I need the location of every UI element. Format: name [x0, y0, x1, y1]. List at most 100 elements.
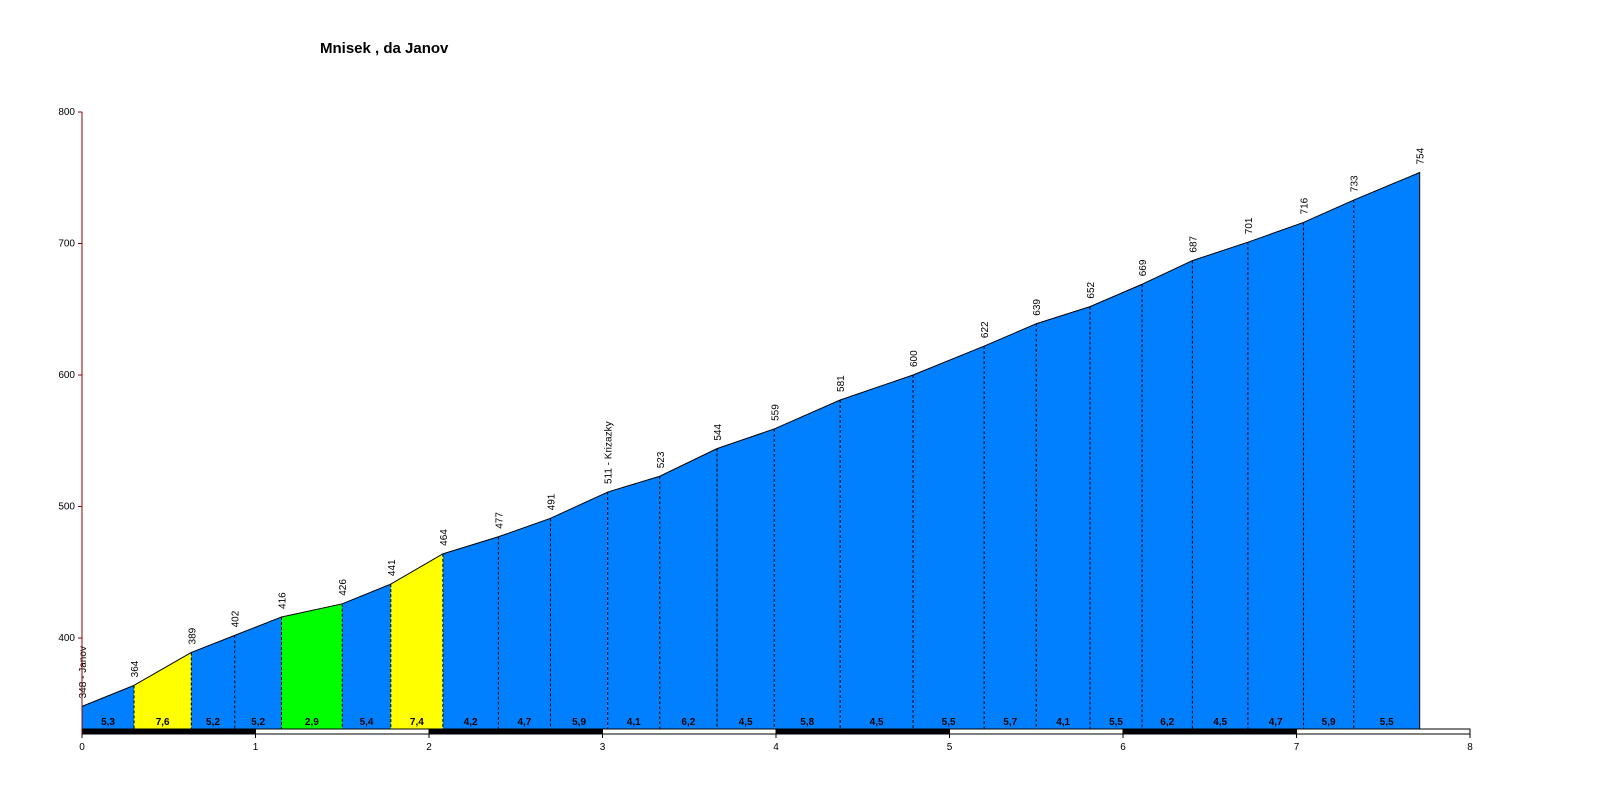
elevation-label: 491 [546, 493, 557, 510]
elevation-label: 639 [1032, 299, 1043, 316]
elevation-label: 652 [1086, 281, 1097, 298]
km-bar-cell [602, 728, 777, 735]
x-tick-label: 4 [773, 742, 779, 753]
elevation-label: 416 [278, 592, 289, 609]
gradient-label: 5,9 [572, 717, 586, 728]
elevation-label: 716 [1299, 197, 1310, 214]
y-tick-label: 800 [58, 107, 75, 118]
profile-segment [913, 346, 985, 729]
profile-segment [82, 685, 135, 729]
km-bar-cell [428, 728, 603, 735]
profile-outline [81, 171, 1421, 729]
x-tick-label: 5 [947, 742, 953, 753]
km-bar-cell [949, 728, 1124, 735]
km-bar-cell [255, 728, 430, 735]
gradient-label: 2,9 [305, 717, 319, 728]
gradient-label: 7,6 [156, 717, 170, 728]
profile-fill-segments [82, 172, 1420, 730]
gradient-label: 4,1 [627, 717, 641, 728]
gradient-label: 5,5 [1380, 717, 1394, 728]
gradient-label: 5,8 [800, 717, 814, 728]
gradient-label: 4,7 [1269, 717, 1283, 728]
elevation-label: 622 [980, 321, 991, 338]
elevation-label: 464 [439, 529, 450, 546]
x-tick-label: 6 [1120, 742, 1126, 753]
gradient-label: 5,3 [101, 717, 115, 728]
km-bar-cell [775, 728, 950, 735]
profile-segment [134, 652, 192, 729]
y-tick-label: 400 [58, 633, 75, 644]
profile-segment [1142, 260, 1193, 729]
x-tick-label: 1 [253, 742, 259, 753]
elevation-label: 687 [1188, 235, 1199, 252]
x-tick-label: 0 [79, 742, 85, 753]
profile-segment [1247, 222, 1304, 729]
elevation-label: 600 [909, 350, 920, 367]
elevation-label: 544 [713, 424, 724, 441]
km-bar [81, 728, 1471, 735]
km-bar-cell [1296, 728, 1471, 735]
gradient-label: 5,7 [1003, 717, 1017, 728]
elevation-label: 477 [494, 512, 505, 529]
elevation-label: 389 [187, 627, 198, 644]
profile-segment [1090, 284, 1143, 729]
y-tick-label: 700 [58, 239, 75, 250]
axes: 400 500 600 700 800 0 1 2 3 4 5 6 7 8 [58, 107, 1473, 753]
gradient-label: 7,4 [410, 717, 424, 728]
y-tick-label: 600 [58, 370, 75, 381]
gradient-label: 4,5 [1213, 717, 1227, 728]
y-tick-label: 500 [58, 502, 75, 513]
segment-dividers [133, 200, 1355, 729]
elevation-label: 669 [1138, 259, 1149, 276]
elevation-label: 701 [1244, 217, 1255, 234]
elevation-label: 754 [1416, 147, 1427, 164]
elevation-label: 733 [1350, 175, 1361, 192]
gradient-label: 6,2 [1160, 717, 1174, 728]
gradient-labels: 5,3 7,6 5,2 5,2 2,9 5,4 7,4 4,2 4,7 5,9 4,1 6,2 4,5 5… [101, 717, 1394, 728]
elevation-label: 511 - Krizazky [604, 421, 615, 484]
profile-segment [1192, 242, 1248, 729]
profile-segment [550, 492, 608, 729]
gradient-label: 4,1 [1056, 717, 1070, 728]
x-tick-label: 2 [426, 742, 432, 753]
gradient-label: 5,4 [360, 717, 374, 728]
profile-segment [234, 616, 282, 729]
x-tick-label: 8 [1467, 742, 1473, 753]
elevation-label: 348 - Janov [78, 646, 89, 698]
km-bar-cell [81, 728, 256, 735]
profile-segment [1353, 172, 1420, 730]
profile-segment [717, 428, 775, 729]
profile-segment [1303, 200, 1354, 730]
profile-segment [984, 323, 1037, 729]
profile-segment [659, 448, 718, 729]
elevation-label: 402 [231, 610, 242, 627]
gradient-label: 4,5 [739, 717, 753, 728]
profile-segment [774, 399, 841, 729]
gradient-label: 4,7 [517, 717, 531, 728]
x-tick-label: 7 [1294, 742, 1300, 753]
gradient-label: 5,2 [251, 717, 265, 728]
profile-segment [498, 518, 551, 729]
profile-segment [191, 635, 235, 729]
elevation-label: 364 [130, 660, 141, 677]
profile-segment [442, 536, 499, 729]
gradient-label: 5,9 [1322, 717, 1336, 728]
profile-segment [607, 476, 660, 729]
elevation-label: 559 [770, 404, 781, 421]
gradient-label: 5,5 [1109, 717, 1123, 728]
km-bar-cell [1122, 728, 1297, 735]
gradient-label: 5,2 [206, 717, 220, 728]
elevation-label: 523 [656, 451, 667, 468]
profile-segment [342, 584, 391, 729]
chart-title: Mnisek , da Janov [320, 40, 449, 57]
gradient-label: 6,2 [681, 717, 695, 728]
gradient-label: 5,5 [942, 717, 956, 728]
elevation-label: 581 [836, 375, 847, 392]
gradient-label: 4,5 [870, 717, 884, 728]
profile-segment [281, 603, 343, 729]
profile-segment [390, 553, 443, 729]
gradient-label: 4,2 [464, 717, 478, 728]
elevation-labels: 348 - Janov 364 389 402 416 426 441 464 477 491 51… [78, 147, 1427, 698]
elevation-label: 441 [387, 559, 398, 576]
